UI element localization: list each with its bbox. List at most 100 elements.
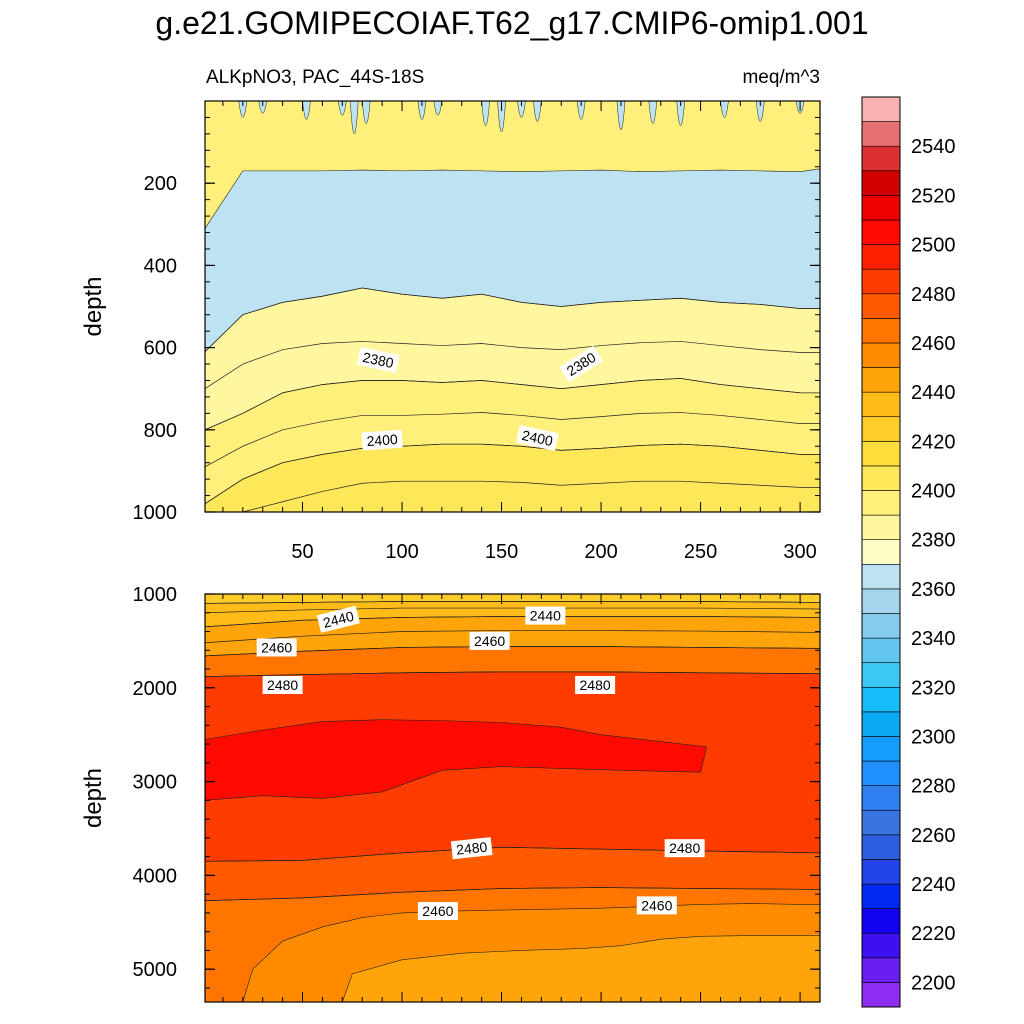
contour-line-2380 [205, 341, 820, 389]
contour-line-2420 [205, 480, 820, 512]
colorbar-swatch [861, 908, 901, 934]
y-tick-label: 1000 [133, 584, 178, 606]
contour-label: 2460 [256, 638, 297, 657]
colorbar-swatch [861, 145, 901, 172]
contour-label: 2480 [450, 837, 493, 860]
subtitle-left: ALKpNO3, PAC_44S-18S [206, 67, 424, 88]
colorbar-swatch [861, 637, 901, 663]
colorbar-swatch [861, 539, 901, 565]
y-tick-label: 400 [144, 255, 177, 277]
contour-label-text: 2480 [580, 677, 611, 693]
contour-label: 2480 [262, 675, 303, 694]
colorbar-tick-label: 2500 [911, 235, 956, 257]
contour-line-2390 [205, 378, 820, 431]
y-tick-label: 2000 [133, 678, 178, 700]
lower-panel: 2440 2440 2460 2460 2480 2480 2480 2480 2460 2460… [80, 584, 821, 1003]
contour-label: 2480 [664, 839, 705, 858]
contour-label: 2460 [636, 896, 677, 915]
contour-label-text: 2440 [530, 608, 561, 624]
colorbar-swatch [861, 785, 901, 811]
colorbar-swatch [861, 662, 901, 688]
contour-line-2410 [205, 443, 820, 505]
x-tick-label: 300 [783, 541, 816, 563]
contour-line-2450 [205, 630, 820, 644]
colorbar-swatch [861, 760, 901, 786]
contour-label-bg [664, 839, 705, 858]
x-tick-label: 200 [584, 541, 617, 563]
colorbar-tick-label: 2200 [911, 972, 956, 994]
contour-label-bg [417, 902, 458, 921]
colorbar-tick-label: 2440 [911, 382, 956, 404]
colorbar-swatch [861, 293, 901, 319]
contour-label: 2400 [515, 425, 559, 451]
colorbar-tick-label: 2480 [911, 284, 956, 306]
y-tick-label: 4000 [133, 865, 178, 887]
colorbar-swatch [861, 96, 901, 122]
colorbar-swatch [861, 834, 901, 860]
contour-label-bg [262, 675, 303, 694]
x-tick-label: 150 [485, 541, 518, 563]
contour-label: 2460 [469, 631, 510, 650]
colorbar-swatch [861, 588, 901, 614]
contour-label-bg [636, 896, 677, 915]
colorbar-swatch [861, 514, 901, 541]
colorbar-swatch [861, 195, 901, 221]
colorbar-tick-label: 2460 [911, 333, 956, 355]
colorbar-tick-label: 2280 [911, 776, 956, 798]
y-tick-label: 600 [144, 338, 177, 360]
colorbar-swatch [861, 809, 901, 836]
colorbar-swatch [861, 982, 901, 1008]
contour-label-text: 2480 [455, 839, 488, 858]
y-tick-label: 5000 [133, 959, 178, 981]
colorbar-tick-label: 2520 [911, 185, 956, 207]
colorbar-swatch [861, 957, 901, 983]
colorbar-tick-label: 2400 [911, 481, 956, 503]
contour-label-bg [316, 605, 360, 633]
colorbar-tick-label: 2240 [911, 874, 956, 896]
contour-line-2470 [205, 671, 820, 677]
colorbar-swatch [861, 932, 901, 959]
contour-label-text: 2380 [361, 349, 395, 371]
panel-field [205, 101, 820, 512]
contour-label-text: 2460 [422, 903, 453, 919]
contour-label-text: 2440 [321, 608, 355, 631]
contour-label-bg [559, 345, 603, 383]
panel-frame [204, 593, 821, 1003]
contour-line-2470 [205, 887, 820, 902]
panel-frame [204, 100, 821, 513]
colorbar-swatch [861, 416, 901, 442]
colorbar-swatch [861, 711, 901, 737]
contour-label: 2440 [525, 606, 566, 625]
contour-label: 2380 [356, 346, 400, 373]
contour-label-bg [450, 837, 493, 860]
colorbar-swatch [861, 121, 901, 147]
colorbar-tick-label: 2300 [911, 726, 956, 748]
colorbar-swatch [861, 244, 901, 270]
colorbar-swatch [861, 736, 901, 762]
y-tick-label: 1000 [133, 502, 178, 524]
x-tick-label: 250 [684, 541, 717, 563]
filled-region-2505 [205, 719, 707, 801]
colorbar-tick-label: 2380 [911, 530, 956, 552]
contour-label-text: 2480 [669, 840, 700, 856]
contour-label-text: 2400 [520, 427, 554, 449]
contour-line-2430 [205, 607, 820, 614]
colorbar-tick-label: 2540 [911, 136, 956, 158]
contour-label-bg [575, 675, 616, 694]
y-tick-label: 3000 [133, 772, 178, 794]
contour-label-text: 2460 [641, 897, 672, 913]
colorbar-tick-label: 2340 [911, 628, 956, 650]
colorbar-swatch [861, 268, 901, 295]
colorbar-swatch [861, 219, 901, 245]
colorbar-swatch [861, 170, 901, 196]
colorbar-swatch [861, 490, 901, 516]
contour-label-text: 2480 [267, 677, 298, 693]
contour-label-bg [515, 425, 559, 451]
colorbar-frame [861, 96, 901, 1008]
colorbar: 2200 2220 2240 2260 2280 2300 2320 2340 2360 2380… [861, 96, 956, 1008]
contour-label-bg [469, 631, 510, 650]
y-axis-label: depth [80, 276, 107, 336]
colorbar-swatch [861, 441, 901, 467]
